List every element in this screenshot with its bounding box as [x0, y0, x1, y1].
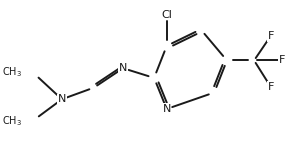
Text: F: F [279, 56, 285, 65]
Text: N: N [58, 94, 66, 104]
Text: CH$_3$: CH$_3$ [2, 115, 22, 129]
Text: N: N [162, 104, 171, 114]
Text: CH$_3$: CH$_3$ [2, 65, 22, 79]
Text: Cl: Cl [161, 10, 172, 20]
Text: N: N [119, 63, 127, 73]
Text: F: F [267, 31, 274, 41]
Text: F: F [267, 82, 274, 92]
